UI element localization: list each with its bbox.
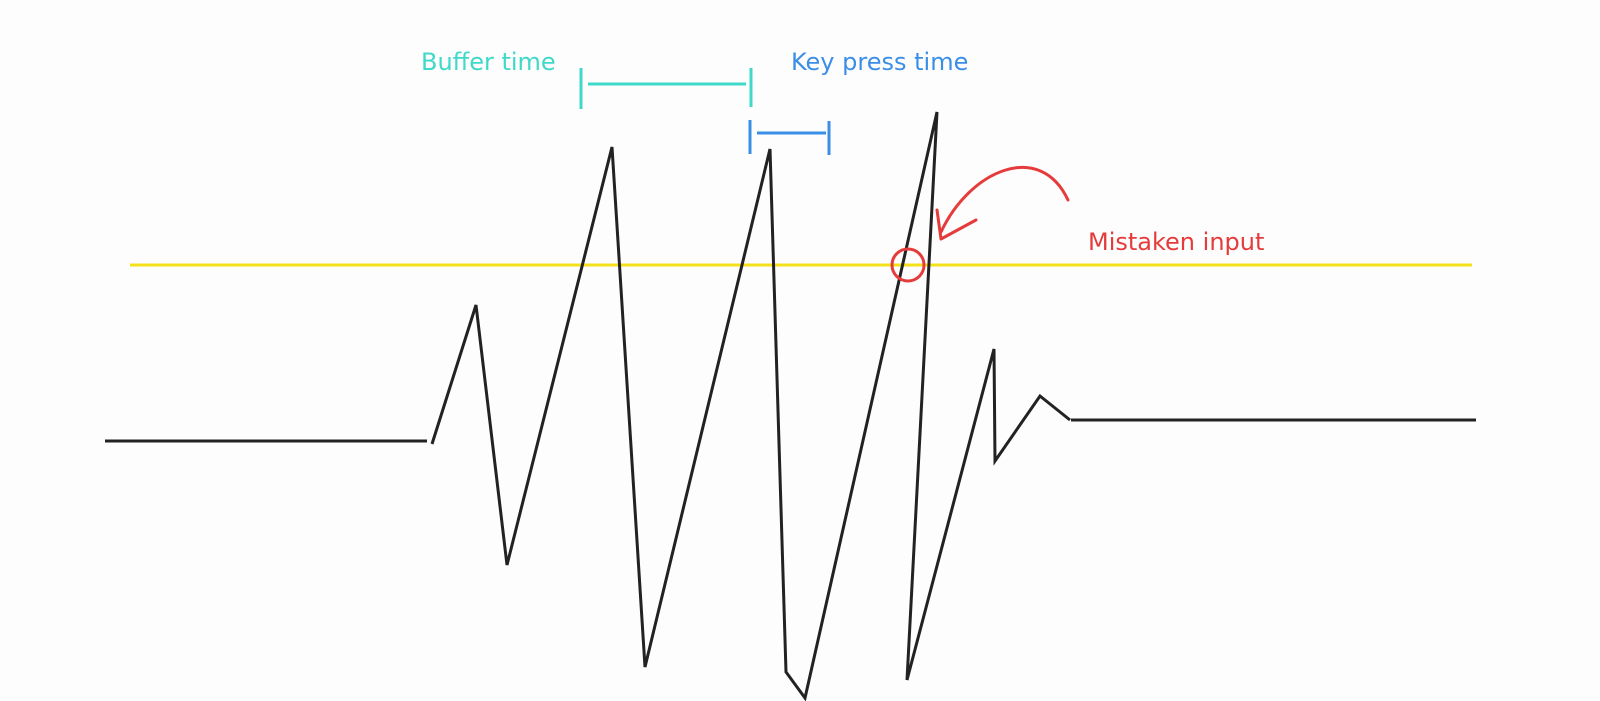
buffer-time-label: Buffer time: [421, 48, 556, 76]
buffer-time-bracket: [579, 68, 753, 109]
signal-waveform: [430, 111, 1071, 701]
key-press-time-bracket: [748, 120, 831, 155]
key-press-time-label: Key press time: [791, 48, 968, 76]
mistaken-input-marker: [890, 165, 1070, 283]
mistaken-input-label: Mistaken input: [1088, 228, 1264, 256]
